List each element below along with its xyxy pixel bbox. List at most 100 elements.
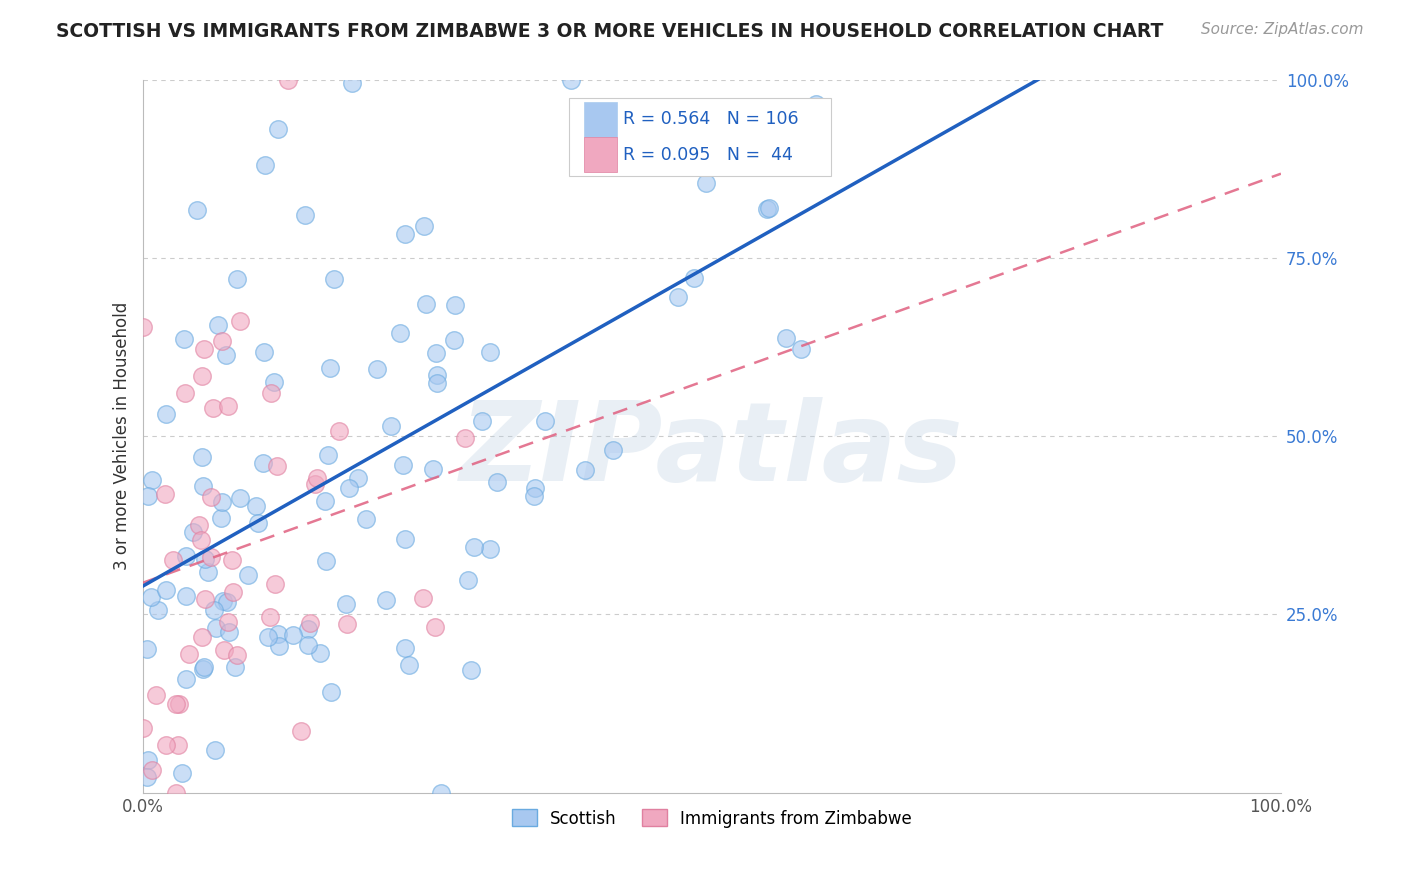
- Point: [169, 697, 191, 711]
- Point: [412, 219, 434, 233]
- Point: [534, 414, 557, 428]
- Point: [155, 738, 177, 752]
- Point: [186, 203, 208, 218]
- Point: [457, 573, 479, 587]
- Point: [267, 639, 290, 653]
- Point: [730, 128, 752, 142]
- Point: [585, 120, 607, 135]
- Point: [174, 672, 197, 686]
- Point: [790, 342, 813, 356]
- Point: [305, 471, 328, 485]
- Point: [479, 345, 502, 359]
- Point: [297, 622, 319, 636]
- Point: [430, 786, 453, 800]
- Point: [389, 326, 412, 341]
- Point: [335, 597, 357, 611]
- Point: [190, 450, 212, 464]
- Point: [173, 332, 195, 346]
- Point: [155, 407, 177, 421]
- Point: [485, 475, 508, 489]
- Point: [294, 208, 316, 222]
- Point: [264, 577, 287, 591]
- Point: [425, 346, 447, 360]
- Point: [425, 619, 447, 633]
- Text: SCOTTISH VS IMMIGRANTS FROM ZIMBABWE 3 OR MORE VEHICLES IN HOUSEHOLD CORRELATION: SCOTTISH VS IMMIGRANTS FROM ZIMBABWE 3 O…: [56, 22, 1164, 41]
- Point: [221, 553, 243, 567]
- Point: [132, 320, 155, 334]
- Point: [222, 585, 245, 599]
- Point: [162, 553, 184, 567]
- Point: [347, 471, 370, 485]
- Point: [191, 479, 214, 493]
- Point: [340, 76, 363, 90]
- Point: [212, 643, 235, 657]
- Point: [454, 431, 477, 445]
- Point: [205, 622, 228, 636]
- FancyBboxPatch shape: [585, 102, 617, 136]
- Point: [309, 646, 332, 660]
- Point: [354, 512, 377, 526]
- Point: [415, 297, 437, 311]
- Point: [443, 298, 465, 312]
- Point: [141, 764, 163, 778]
- Point: [194, 591, 217, 606]
- Point: [298, 615, 321, 630]
- Point: [426, 368, 449, 382]
- Point: [200, 549, 222, 564]
- Point: [193, 342, 215, 356]
- Point: [315, 554, 337, 568]
- Point: [277, 73, 299, 87]
- Point: [228, 491, 250, 506]
- Point: [217, 615, 239, 629]
- Point: [187, 518, 209, 533]
- Point: [252, 456, 274, 470]
- Point: [197, 565, 219, 579]
- Point: [394, 533, 416, 547]
- Point: [165, 697, 187, 711]
- Point: [136, 753, 159, 767]
- Point: [267, 627, 290, 641]
- Point: [426, 376, 449, 390]
- Point: [131, 721, 153, 735]
- Text: Source: ZipAtlas.com: Source: ZipAtlas.com: [1201, 22, 1364, 37]
- Point: [398, 658, 420, 673]
- Point: [191, 368, 214, 383]
- Point: [523, 481, 546, 495]
- Point: [145, 689, 167, 703]
- Text: ZIPatlas: ZIPatlas: [460, 397, 963, 504]
- Point: [339, 481, 361, 495]
- Point: [179, 647, 201, 661]
- Legend: Scottish, Immigrants from Zimbabwe: Scottish, Immigrants from Zimbabwe: [505, 803, 918, 834]
- Point: [322, 271, 344, 285]
- Point: [281, 628, 304, 642]
- Point: [260, 385, 283, 400]
- Point: [245, 499, 267, 513]
- FancyBboxPatch shape: [585, 137, 617, 172]
- Point: [366, 362, 388, 376]
- Point: [267, 122, 290, 136]
- Point: [211, 334, 233, 349]
- Point: [758, 201, 780, 215]
- Point: [695, 177, 717, 191]
- Point: [806, 96, 828, 111]
- Point: [463, 540, 485, 554]
- Point: [253, 345, 276, 359]
- Point: [226, 272, 249, 286]
- FancyBboxPatch shape: [569, 98, 831, 177]
- Point: [190, 630, 212, 644]
- Point: [174, 549, 197, 563]
- Point: [756, 202, 779, 216]
- Point: [218, 625, 240, 640]
- Point: [155, 583, 177, 598]
- Point: [671, 158, 693, 172]
- Point: [254, 158, 277, 172]
- Point: [328, 424, 350, 438]
- Point: [297, 638, 319, 652]
- Point: [380, 419, 402, 434]
- Point: [141, 473, 163, 487]
- Point: [523, 489, 546, 503]
- Text: R = 0.564   N = 106: R = 0.564 N = 106: [623, 111, 799, 128]
- Point: [148, 603, 170, 617]
- Point: [155, 487, 177, 501]
- Point: [136, 642, 159, 657]
